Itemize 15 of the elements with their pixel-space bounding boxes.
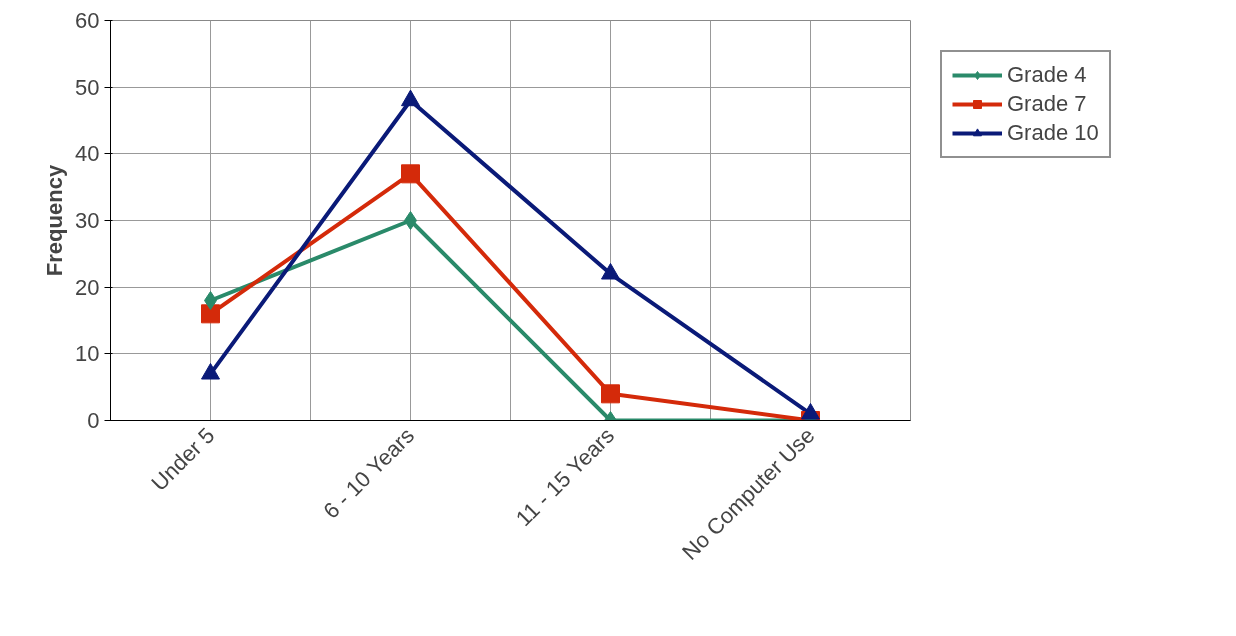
legend-label: Grade 7 xyxy=(1007,91,1087,117)
legend-label: Grade 4 xyxy=(1007,62,1087,88)
y-tick-label: 30 xyxy=(75,208,100,233)
point xyxy=(401,164,420,184)
point xyxy=(601,262,620,280)
y-tick-label: 50 xyxy=(75,74,100,100)
y-tick-label: 40 xyxy=(75,141,100,167)
y-tick-label: 10 xyxy=(75,341,100,367)
point xyxy=(801,402,820,420)
point xyxy=(201,362,220,380)
y-axis-title: Frequency xyxy=(42,164,68,277)
legend-label: Grade 10 xyxy=(1007,120,1099,146)
y-tick-label: 0 xyxy=(87,408,100,433)
y-tick-label: 20 xyxy=(75,274,100,300)
y-tick-label: 60 xyxy=(75,8,100,33)
